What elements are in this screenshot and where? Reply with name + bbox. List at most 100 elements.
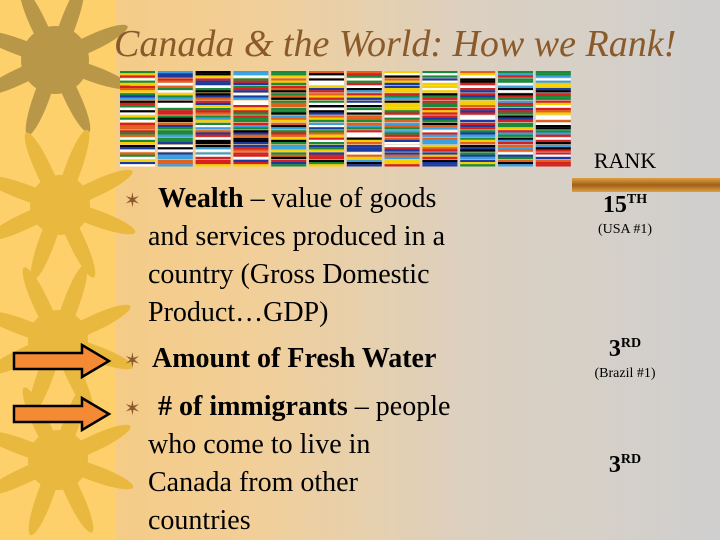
- flag-stripe: [195, 130, 231, 133]
- flag-stripe: [309, 152, 344, 155]
- flag-stripe: [346, 154, 382, 157]
- flag-stripe: [271, 108, 307, 111]
- flag-stripe: [460, 134, 496, 137]
- flag-stripe: [498, 97, 533, 100]
- flag-stripe: [346, 119, 382, 123]
- flag-stripe: [195, 145, 231, 148]
- flag-stripe: [309, 80, 344, 83]
- flag-stripe: [309, 164, 344, 167]
- flag-stripe: [498, 105, 533, 108]
- flag-stripe: [498, 93, 533, 96]
- flag-stripe: [157, 82, 193, 86]
- flag-stripe: [195, 95, 231, 98]
- flag-stripe: [271, 152, 307, 155]
- flag-stripe: [535, 125, 571, 128]
- flag-stripe: [422, 145, 458, 148]
- flag-stripe: [346, 149, 382, 152]
- flag-stripe: [460, 130, 496, 133]
- flag-stripe: [346, 164, 382, 167]
- flag-stripe: [233, 159, 269, 163]
- flag-stripe: [120, 125, 155, 128]
- flag-stripe: [195, 132, 231, 135]
- rank-wealth: 15TH: [602, 192, 648, 218]
- flag-stripe: [498, 152, 533, 155]
- flag-stripe: [346, 73, 382, 76]
- flag-stripe: [460, 137, 496, 140]
- flag-stripe: [157, 85, 193, 89]
- flag-stripe: [309, 130, 344, 133]
- flag-stripe: [346, 147, 382, 150]
- flag-stripe: [498, 102, 533, 106]
- flag-stripe: [535, 137, 571, 140]
- flag-stripe: [309, 108, 344, 111]
- flag-stripe: [346, 137, 382, 140]
- flag-stripe: [346, 85, 382, 89]
- flag-stripe: [535, 147, 571, 150]
- flag-stripe: [120, 152, 155, 155]
- flag-stripe: [120, 78, 155, 81]
- flag-stripe: [233, 119, 269, 123]
- flag-stripe: [120, 162, 155, 165]
- flag-stripe: [498, 134, 533, 137]
- flag-stripe: [233, 137, 269, 140]
- flag-stripe: [233, 127, 269, 130]
- flag-stripe: [157, 108, 193, 111]
- flag-stripe: [271, 159, 307, 163]
- flag-stripe: [384, 97, 420, 100]
- flag-stripe: [233, 145, 269, 148]
- flag-stripe: [346, 125, 382, 128]
- flag-stripe: [346, 134, 382, 137]
- flag-stripe: [384, 127, 420, 130]
- flag-stripe: [233, 112, 269, 115]
- flag-stripe: [498, 122, 533, 126]
- flag-stripe: [309, 78, 344, 81]
- flag-stripe: [422, 90, 458, 93]
- flag-stripe: [535, 142, 571, 145]
- flag-stripe: [498, 125, 533, 128]
- flag-stripe: [460, 145, 496, 148]
- flag-stripe: [271, 85, 307, 89]
- flag-stripe: [233, 78, 269, 81]
- flag-stripe: [422, 125, 458, 128]
- flag-stripe: [157, 147, 193, 150]
- flag-stripe: [157, 154, 193, 157]
- flag-stripe: [120, 156, 155, 160]
- flag-stripe: [422, 139, 458, 143]
- flag-stripe: [384, 142, 420, 145]
- flag-stripe: [271, 110, 307, 113]
- flag-stripe: [120, 130, 155, 133]
- flag-stripe: [498, 100, 533, 103]
- flag-stripe: [346, 122, 382, 126]
- flag-stripe: [233, 152, 269, 155]
- flag-stripe: [195, 93, 231, 96]
- flag-stripe: [157, 117, 193, 120]
- flag-stripe: [498, 139, 533, 143]
- bullet-icon: ✶: [124, 190, 141, 212]
- rank-water: 3RD: [608, 336, 642, 362]
- flag-stripe: [422, 137, 458, 140]
- flag-stripe: [422, 122, 458, 126]
- item-immigrants: # of immigrants – people: [158, 391, 451, 422]
- flag-stripe: [157, 112, 193, 115]
- flag-stripe: [498, 82, 533, 86]
- flag-stripe: [498, 85, 533, 89]
- flag-stripe: [120, 112, 155, 115]
- item-wealth-line: and services produced in a: [148, 221, 445, 252]
- flag-stripe: [195, 97, 231, 100]
- flag-stripe: [460, 71, 496, 74]
- flag-stripe: [271, 139, 307, 143]
- flag-stripe: [271, 127, 307, 130]
- flag-stripe: [384, 162, 420, 165]
- flag-stripe: [157, 100, 193, 103]
- flag-stripe: [422, 95, 458, 98]
- flag-stripe: [422, 154, 458, 157]
- flag-stripe: [346, 115, 382, 118]
- flag-stripe: [157, 134, 193, 137]
- flag-stripe: [120, 71, 155, 74]
- flag-stripe: [498, 130, 533, 133]
- flag-stripe: [157, 149, 193, 152]
- flag-stripe: [157, 164, 193, 167]
- flag-stripe: [195, 122, 231, 126]
- flag-stripe: [346, 132, 382, 135]
- flag-stripe: [460, 142, 496, 145]
